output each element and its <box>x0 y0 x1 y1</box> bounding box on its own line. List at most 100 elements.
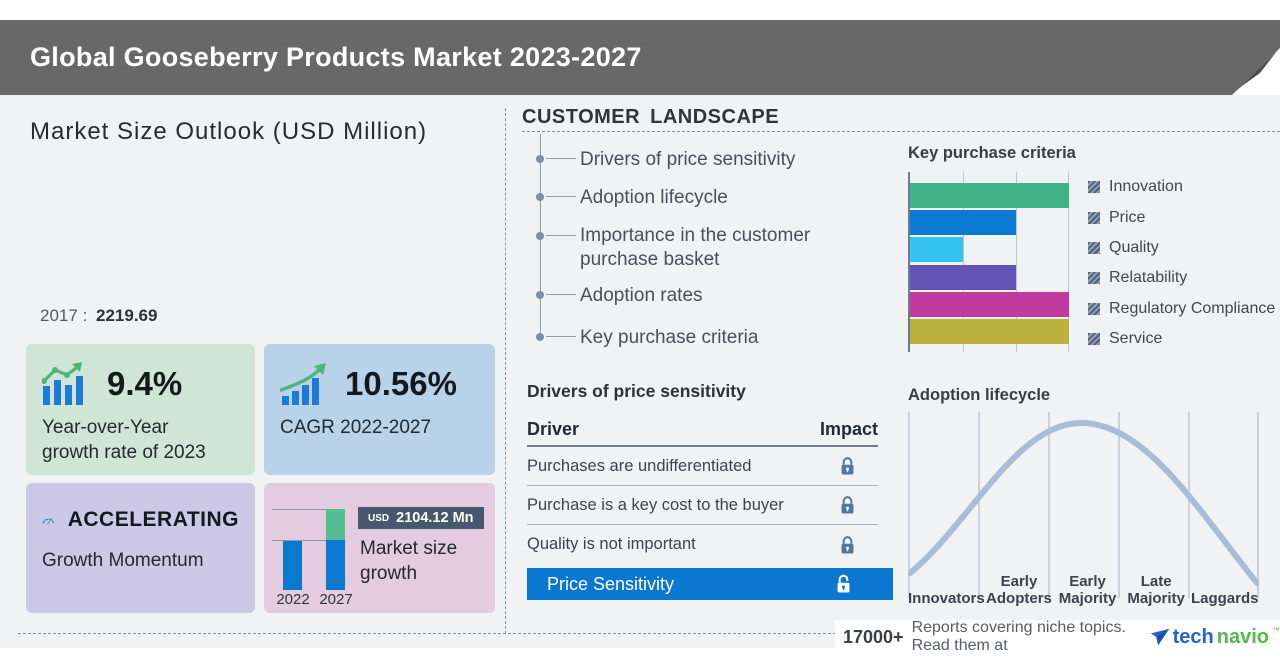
year-label-2022: 2022 <box>276 591 310 608</box>
segment-label: Laggards <box>1190 589 1259 607</box>
footer-text: Reports covering niche topics. Read them… <box>911 619 1126 654</box>
hatch-swatch-icon <box>1088 302 1100 315</box>
gridline <box>1015 172 1017 352</box>
key-purchase-criteria-title: Key purchase criteria <box>908 144 1076 162</box>
speedometer-icon <box>42 518 55 525</box>
mini-chart-topline <box>272 509 344 510</box>
segment-label: Late Majority <box>1127 572 1185 607</box>
lock-open-icon <box>837 574 850 593</box>
base-year-label: 2017 <box>40 306 78 325</box>
legend-item: Service <box>1088 324 1275 354</box>
header-bar: Global Gooseberry Products Market 2023-2… <box>0 20 1280 95</box>
report-count: 17000+ <box>843 626 904 647</box>
market-size-badge: USD 2104.12 Mn <box>358 507 484 529</box>
badge-amount: 2104.12 Mn <box>396 510 474 526</box>
market-size-growth-mini-chart: 2022 2027 <box>272 507 360 608</box>
logo-navio-text: navio <box>1216 625 1269 648</box>
hatch-swatch-icon <box>1088 181 1100 194</box>
page-corner-fold-icon <box>1232 48 1280 95</box>
table-row: Quality is not important <box>527 525 878 564</box>
driver-text: Purchases are undifferentiated <box>527 456 752 475</box>
bar-2027-growth-segment <box>326 509 345 540</box>
adoption-lifecycle-title: Adoption lifecycle <box>908 386 1051 404</box>
list-item: Importance in the customer purchase bask… <box>580 225 811 270</box>
hatch-swatch-icon <box>1088 211 1100 224</box>
bar-2027 <box>326 540 345 590</box>
list-item: Adoption rates <box>580 285 703 306</box>
column-impact: Impact <box>819 419 878 439</box>
yoy-growth-value: 9.4% <box>107 365 183 402</box>
legend-label: Innovation <box>1109 178 1183 196</box>
column-driver: Driver <box>527 419 580 439</box>
market-size-outlook-title: Market Size Outlook (USD Million) <box>30 118 428 145</box>
badge-currency: USD <box>368 512 390 524</box>
legend-label: Quality <box>1109 238 1159 256</box>
logo-trademark: ™ <box>1272 625 1280 635</box>
market-size-growth-label: Market size growth <box>360 538 458 584</box>
momentum-label: Growth Momentum <box>42 550 204 571</box>
legend-label: Price <box>1109 208 1146 226</box>
lock-icon <box>841 496 854 514</box>
legend-item: Relatability <box>1088 263 1275 293</box>
legend-item: Regulatory Compliance <box>1088 294 1275 324</box>
footer-background <box>835 620 1280 670</box>
legend-label: Service <box>1109 330 1163 348</box>
driver-text: Price Sensitivity <box>547 573 675 594</box>
bar-quality <box>910 237 963 263</box>
hatch-swatch-icon <box>1088 272 1100 285</box>
bar-2022 <box>283 541 302 590</box>
footer-dashed-rule <box>18 633 836 634</box>
technavio-arrow-icon <box>1150 628 1169 646</box>
technavio-logo[interactable]: tech navio ™ <box>1150 626 1280 649</box>
segment-label: Early Adopters <box>986 572 1052 607</box>
segment-label: Innovators <box>908 589 985 607</box>
legend-item: Price <box>1088 202 1275 232</box>
table-row: Purchase is a key cost to the buyer <box>527 486 878 525</box>
legend-item: Quality <box>1088 233 1275 263</box>
list-connector <box>546 336 576 337</box>
list-connector <box>546 235 576 236</box>
list-connector <box>546 196 576 197</box>
table-row: Purchases are undifferentiated <box>527 447 878 486</box>
bar-regulatory-compliance <box>910 291 1069 317</box>
growth-momentum-card: ACCELERATING Growth Momentum <box>26 483 255 613</box>
list-item: Adoption lifecycle <box>580 187 728 208</box>
list-connector <box>546 294 576 295</box>
base-year-amount: 2219.69 <box>96 306 158 325</box>
list-dot <box>536 291 544 299</box>
growth-arrow-bars-icon <box>280 363 326 405</box>
gridline <box>1068 172 1070 352</box>
table-row-highlighted: Price Sensitivity <box>527 568 893 600</box>
logo-tech-text: tech <box>1172 625 1214 648</box>
momentum-value: ACCELERATING <box>67 508 239 531</box>
bar-chart-trend-up-icon <box>42 362 83 405</box>
vertical-divider <box>505 108 506 634</box>
cagr-label: CAGR 2022-2027 <box>280 417 432 438</box>
bar-price <box>910 210 1016 236</box>
list-dot <box>536 193 544 201</box>
list-item: Key purchase criteria <box>580 327 759 348</box>
chart-legend: Innovation Price Quality Relatability Re… <box>1088 172 1275 354</box>
gridline <box>962 172 964 352</box>
yoy-growth-label: Year-over-Year growth rate of 2023 <box>42 417 206 463</box>
year-label-2027: 2027 <box>319 591 353 608</box>
legend-label: Regulatory Compliance <box>1109 299 1276 317</box>
market-size-growth-card: 2022 2027 USD 2104.12 Mn Market size gro… <box>264 483 495 613</box>
driver-text: Purchase is a key cost to the buyer <box>527 495 784 514</box>
list-dot <box>536 155 544 163</box>
hatch-swatch-icon <box>1088 241 1100 254</box>
legend-item: Innovation <box>1088 172 1275 202</box>
list-connector <box>546 158 576 159</box>
key-purchase-criteria-chart <box>908 172 1070 352</box>
segment-label: Early Majority <box>1058 572 1117 607</box>
base-year-separator: : <box>82 306 93 325</box>
lock-icon <box>841 457 854 475</box>
footer: 17000+ Reports covering niche topics. Re… <box>843 619 1280 654</box>
legend-label: Relatability <box>1109 269 1188 287</box>
list-dot <box>536 333 544 341</box>
price-sensitivity-title: Drivers of price sensitivity <box>527 381 746 401</box>
bar-innovation <box>910 183 1069 208</box>
driver-text: Quality is not important <box>527 535 696 553</box>
customer-landscape-underline <box>522 131 1280 132</box>
